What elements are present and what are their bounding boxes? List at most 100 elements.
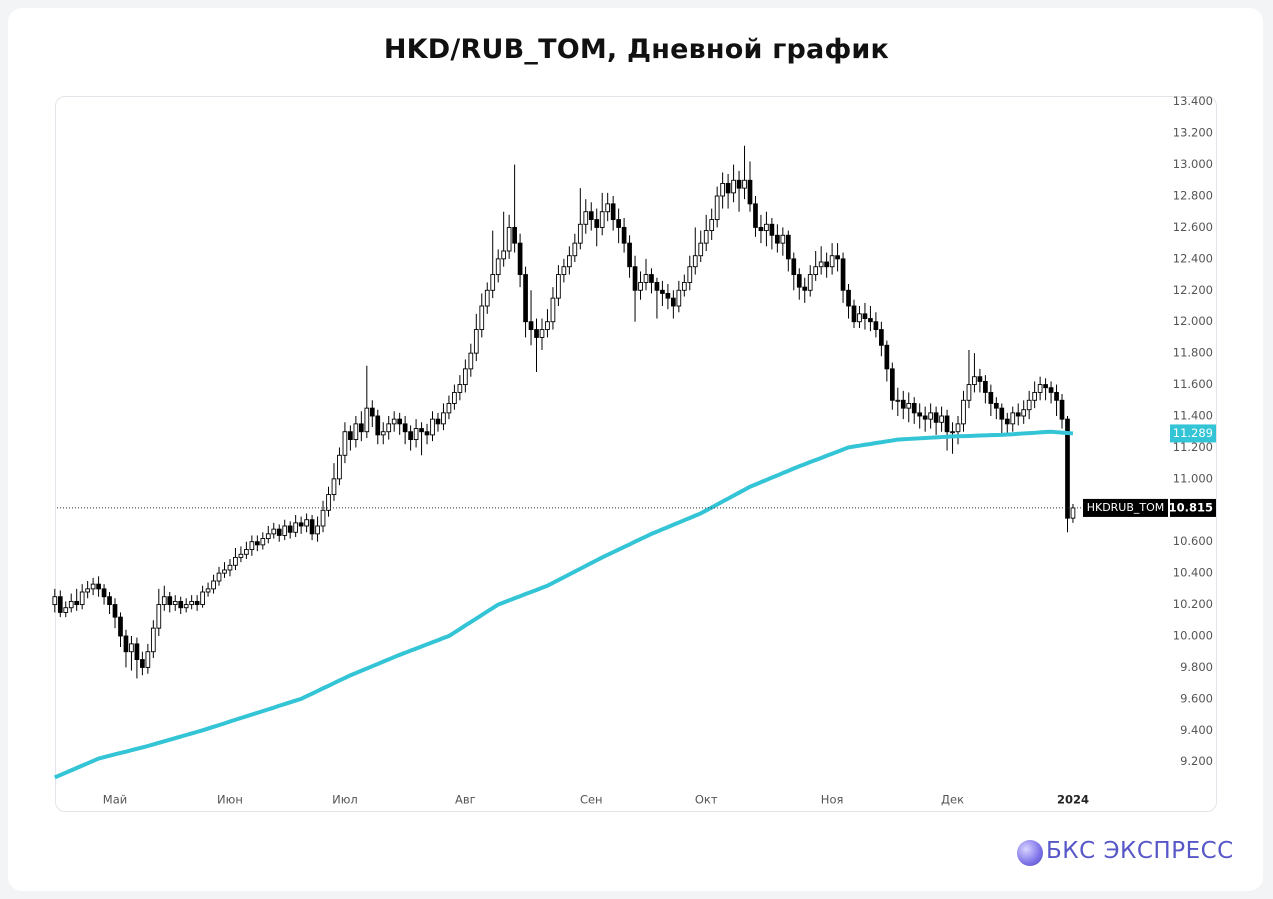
candle-body: [884, 344, 890, 370]
last-price-box: [1170, 498, 1216, 517]
candle-body: [879, 329, 884, 346]
candle-body: [1059, 399, 1065, 420]
candle-body: [731, 179, 736, 194]
candle-body: [747, 179, 753, 205]
candle-body: [671, 297, 676, 307]
y-tick-label: 12.400: [1173, 251, 1213, 265]
y-tick-label: 13.400: [1173, 94, 1213, 108]
candle-body: [588, 211, 594, 221]
candle-body: [862, 313, 868, 320]
candle-body: [824, 261, 829, 268]
candle-body: [282, 525, 288, 536]
candle-body: [1004, 418, 1010, 425]
last-price-label: 10.815: [1169, 500, 1213, 514]
candle-body: [528, 321, 534, 331]
candle-body: [495, 258, 501, 276]
candle-body: [107, 596, 112, 606]
ma-value-label: 11.289: [1173, 426, 1213, 440]
candle-body: [337, 454, 342, 480]
candle-body: [616, 219, 621, 228]
candle-body: [802, 286, 808, 291]
candle-body: [501, 250, 507, 260]
candle-body: [123, 635, 129, 653]
candle-body: [796, 274, 802, 288]
candle-body: [818, 261, 824, 268]
candle-body: [52, 596, 58, 606]
candle-body: [353, 423, 359, 441]
candle-body: [479, 305, 485, 331]
candle-body: [835, 255, 840, 260]
y-tick-label: 9.600: [1180, 691, 1213, 705]
candle-body: [665, 292, 671, 299]
candle-body: [1015, 412, 1021, 417]
chart-panel: [55, 96, 1217, 812]
candle-body: [1048, 387, 1054, 393]
candle-body: [1043, 384, 1048, 389]
candle-body: [807, 274, 813, 291]
candle-body: [424, 431, 430, 436]
candle-body: [758, 226, 764, 232]
candle-body: [161, 596, 167, 606]
y-tick-label: 10.400: [1173, 566, 1213, 580]
candle-body: [79, 591, 85, 606]
x-tick-label: Сен: [580, 793, 603, 807]
candle-body: [380, 431, 386, 436]
x-tick-label: Май: [103, 793, 127, 807]
candle-body: [961, 399, 966, 425]
candle-body: [556, 274, 561, 299]
card: [8, 8, 1263, 891]
candle-body: [391, 418, 397, 425]
candle-body: [484, 289, 490, 307]
candle-body: [96, 583, 101, 590]
x-tick-label: Окт: [695, 793, 718, 807]
candle-body: [753, 203, 758, 228]
candle-body: [791, 258, 797, 276]
candle-body: [1070, 507, 1076, 519]
candle-body: [402, 423, 408, 433]
y-tick-label: 12.800: [1173, 189, 1213, 203]
candle-body: [911, 402, 917, 414]
candle-body: [950, 431, 955, 434]
candle-body: [851, 305, 857, 323]
y-tick-label: 11.000: [1173, 471, 1213, 485]
candle-body: [254, 541, 260, 546]
candle-body: [233, 556, 238, 566]
candle-body: [857, 313, 862, 323]
candle-body: [742, 179, 747, 189]
candle-body: [419, 428, 424, 433]
candle-body: [112, 604, 118, 618]
candle-body: [309, 519, 315, 535]
candle-body: [594, 219, 600, 228]
x-tick-label: Июл: [332, 793, 358, 807]
candle-body: [298, 522, 304, 527]
y-tick-label: 11.400: [1173, 409, 1213, 423]
candle-body: [293, 522, 299, 533]
candle-body: [621, 226, 627, 244]
candle-body: [944, 415, 950, 433]
candle-body: [90, 583, 96, 590]
candle-body: [632, 266, 638, 291]
candle-body: [813, 266, 819, 276]
candle-body: [654, 281, 660, 291]
candle-body: [468, 352, 474, 370]
candle-body: [156, 604, 162, 629]
chart-title: HKD/RUB_TOM, Дневной график: [383, 34, 890, 65]
ma-value-box: [1170, 424, 1216, 443]
candle-body: [238, 553, 244, 558]
candle-body: [506, 226, 512, 252]
candle-body: [85, 588, 90, 593]
candle-body: [517, 242, 523, 276]
candle-body: [681, 281, 687, 291]
y-tick-label: 10.200: [1173, 597, 1213, 611]
y-tick-label: 13.200: [1173, 126, 1213, 140]
candle-body: [933, 412, 939, 423]
candle-body: [983, 380, 988, 393]
candle-body: [577, 223, 583, 244]
candle-body: [638, 281, 643, 291]
candle-body: [1065, 418, 1070, 519]
candle-body: [1032, 391, 1037, 401]
series-name-box: [1083, 498, 1168, 517]
candle-body: [145, 651, 151, 668]
candle-body: [441, 412, 446, 425]
